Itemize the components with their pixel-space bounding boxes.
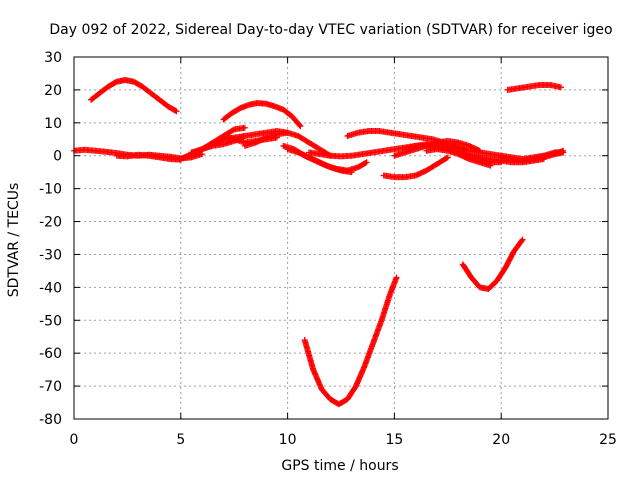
data-point: [173, 108, 180, 115]
data-marker: [362, 159, 369, 166]
data-point: [519, 236, 526, 243]
chart-title: Day 092 of 2022, Sidereal Day-to-day VTE…: [49, 22, 612, 38]
series-arc-14: [284, 146, 355, 176]
y-tick-label: -70: [39, 379, 62, 395]
data-point: [560, 149, 567, 156]
data-marker: [518, 237, 525, 244]
data-point: [297, 123, 304, 130]
data-point: [363, 159, 370, 166]
y-tick-label: -40: [39, 280, 62, 296]
series-arc-20: [423, 146, 494, 169]
series-arc-1: [88, 77, 180, 115]
series-arc-18: [391, 137, 483, 159]
series-arc-11: [188, 132, 248, 156]
data-point: [487, 162, 494, 169]
plot-border: [73, 56, 609, 420]
y-tick-label: 10: [44, 116, 62, 132]
data-point: [558, 84, 565, 91]
series-arc-5: [459, 236, 526, 293]
series-arc-13: [280, 142, 370, 174]
data-point: [241, 132, 248, 139]
series-arc-24: [519, 149, 567, 164]
plot-frame: [73, 56, 609, 420]
x-tick-label: 10: [279, 432, 297, 448]
data-point: [241, 124, 248, 131]
series-arc-7: [113, 151, 184, 163]
data-point: [393, 274, 400, 281]
x-tick-label: 0: [70, 432, 79, 448]
x-tick-label: 20: [492, 432, 510, 448]
data-marker: [172, 107, 179, 114]
x-tick-label: 25: [599, 432, 617, 448]
data-point: [348, 169, 355, 176]
y-tick-label: -30: [39, 247, 62, 263]
y-tick-label: 20: [44, 83, 62, 99]
y-tick-label: -80: [39, 412, 62, 428]
series-arc-12: [241, 129, 334, 159]
y-tick-label: 30: [44, 50, 62, 66]
x-tick-label: 15: [385, 432, 403, 448]
x-axis-label: GPS time / hours: [281, 458, 398, 474]
series-arc-17: [380, 154, 451, 181]
axis-ticks: 0 5 10 15 20 25 30 20 10 0 -10 -20 -30 -40 -50 -60 -70 -8…: [39, 50, 617, 448]
series-arc-3: [504, 81, 565, 93]
data-marker: [296, 122, 303, 129]
data-marker: [443, 155, 450, 162]
x-tick-label: 5: [176, 432, 185, 448]
series-arc-4: [301, 274, 400, 408]
y-tick-label: -60: [39, 346, 62, 362]
series-arc-2: [220, 100, 304, 130]
y-tick-label: -10: [39, 182, 62, 198]
y-axis-label: SDTVAR / TECUs: [6, 183, 22, 298]
y-tick-label: 0: [53, 149, 62, 165]
y-tick-label: -20: [39, 215, 62, 231]
data-point: [444, 154, 451, 161]
y-tick-label: -50: [39, 313, 62, 329]
data-series: [71, 77, 567, 408]
grid: [74, 57, 608, 419]
